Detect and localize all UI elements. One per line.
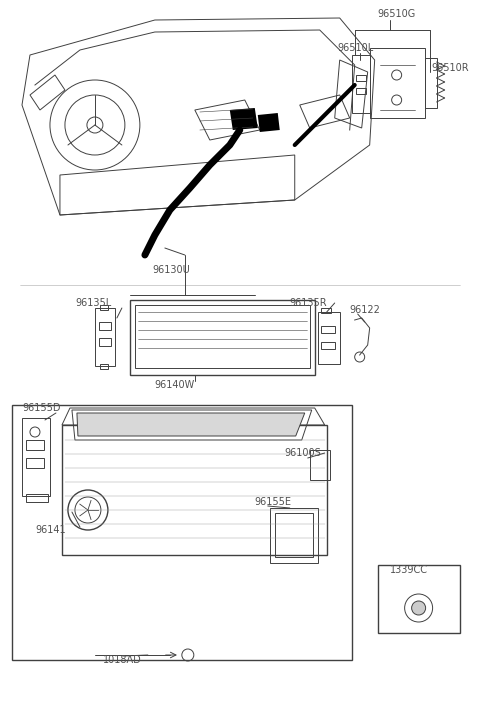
Bar	[270, 508, 318, 563]
Text: 96141: 96141	[35, 525, 66, 535]
Bar	[26, 458, 44, 468]
Polygon shape	[258, 113, 280, 132]
Bar	[135, 305, 310, 368]
Bar	[62, 425, 327, 555]
Text: 96140W: 96140W	[155, 380, 195, 390]
Text: 96510L: 96510L	[338, 43, 374, 53]
Text: 96130U: 96130U	[153, 265, 191, 275]
Bar	[356, 75, 366, 81]
Text: 96135R: 96135R	[290, 298, 327, 308]
Bar	[321, 326, 335, 333]
Bar	[99, 322, 111, 330]
Bar	[425, 58, 437, 108]
Circle shape	[412, 601, 426, 615]
Bar	[95, 308, 115, 366]
Text: 1339CC: 1339CC	[390, 565, 428, 575]
Text: 96155E: 96155E	[255, 497, 292, 507]
Bar	[321, 342, 335, 349]
Bar	[275, 513, 313, 557]
Bar	[370, 48, 425, 118]
Bar	[356, 88, 366, 94]
Bar	[321, 308, 331, 313]
Polygon shape	[230, 108, 258, 130]
Text: 96510G: 96510G	[378, 9, 416, 19]
Bar	[100, 364, 108, 369]
Bar	[378, 565, 459, 633]
Bar	[130, 300, 315, 375]
Text: 96155D: 96155D	[22, 403, 60, 413]
Bar	[318, 312, 340, 364]
Bar	[12, 405, 352, 660]
Text: 1018AD: 1018AD	[103, 655, 142, 665]
Polygon shape	[77, 413, 305, 436]
Text: 96510R: 96510R	[432, 63, 469, 73]
Bar	[99, 338, 111, 346]
Bar	[352, 55, 370, 113]
Bar	[26, 440, 44, 450]
Text: 96135L: 96135L	[75, 298, 111, 308]
Text: 96122: 96122	[350, 305, 381, 315]
Bar	[100, 305, 108, 310]
Bar	[310, 450, 330, 480]
Bar	[26, 494, 48, 502]
Text: 96100S: 96100S	[285, 448, 322, 458]
Bar	[22, 418, 50, 496]
